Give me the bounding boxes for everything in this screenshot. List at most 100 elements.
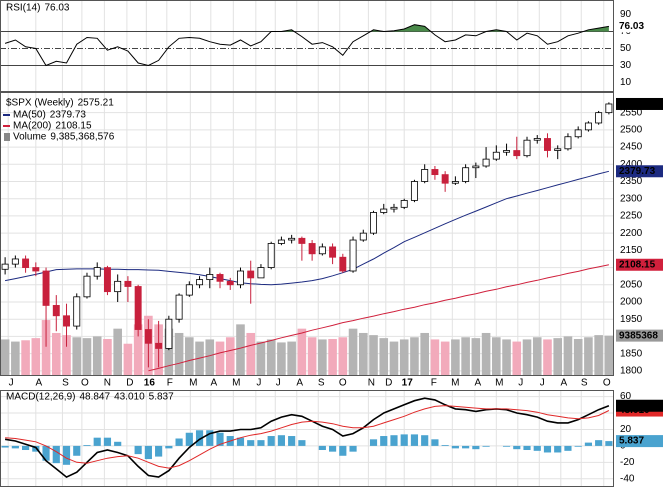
candle-body	[206, 274, 214, 281]
candle-body	[196, 279, 204, 286]
candle-body	[441, 174, 449, 184]
panel-frame	[0, 0, 614, 92]
candle-body	[329, 246, 337, 258]
candle-body	[247, 270, 255, 279]
legend-text: 5.837	[149, 392, 174, 403]
histogram-bar	[543, 445, 552, 453]
legend-text: 43.010	[114, 392, 145, 403]
volume-bar	[82, 338, 92, 376]
legend-text: 9,385,368,576	[50, 132, 114, 143]
volume-bar	[461, 337, 470, 376]
y-tick-label: 2450	[620, 142, 643, 153]
legend-text: 2379.73	[50, 110, 87, 121]
legend-text: MA(50)	[13, 110, 46, 121]
x-tick-label: O	[81, 378, 89, 389]
volume-bar	[103, 338, 112, 376]
volume-bar	[31, 338, 41, 376]
histogram-bar	[329, 445, 337, 452]
histogram-bar	[247, 440, 255, 446]
volume-value-label: 9385368	[619, 330, 658, 341]
candle-body	[482, 158, 490, 167]
histogram-bar	[165, 445, 173, 449]
histogram-bar	[482, 445, 490, 447]
histogram-bar	[574, 445, 582, 447]
histogram-bar	[339, 445, 347, 456]
volume-bar	[604, 335, 614, 376]
volume-bar	[72, 337, 82, 376]
y-tick-label: 2000	[620, 297, 643, 308]
ma200-value-label-box	[616, 258, 663, 271]
rsi-line	[4, 24, 609, 67]
volume-bar	[420, 332, 429, 376]
candle-body	[114, 280, 122, 293]
y-tick-label: 60	[620, 391, 632, 402]
candle-body	[175, 294, 183, 320]
candle-body	[11, 258, 19, 265]
candle-body	[165, 318, 173, 349]
legend-text: 2575.21	[78, 98, 115, 109]
x-tick-label: A	[35, 378, 42, 389]
volume-bar	[277, 342, 286, 376]
volume-bar	[553, 338, 563, 376]
panel-frame	[0, 390, 614, 487]
hist-value-label-box	[616, 435, 663, 448]
volume-bar	[594, 335, 603, 376]
volume-bar	[563, 336, 573, 376]
candle-body	[380, 208, 388, 213]
candle-body	[237, 270, 244, 286]
x-tick-label: 17	[402, 378, 414, 389]
histogram-bar	[472, 445, 480, 450]
candle-body	[52, 305, 60, 317]
y-tick-label: 10	[620, 77, 632, 88]
volume-bar	[502, 339, 511, 376]
y-tick-label: 30	[620, 60, 632, 71]
x-tick-label: D	[126, 378, 133, 389]
volume-bar	[185, 337, 194, 376]
candle-body	[308, 243, 316, 255]
histogram-bar	[421, 435, 429, 446]
candle-body	[22, 258, 30, 268]
candle-body	[400, 200, 408, 208]
histogram-bar	[380, 436, 388, 446]
volume-bar	[174, 332, 184, 376]
volume-bar	[307, 337, 317, 376]
histogram-bar	[1, 445, 9, 448]
candle-body	[134, 286, 142, 330]
histogram-bar	[114, 441, 122, 446]
histogram-bar	[175, 438, 183, 446]
volume-bar	[451, 339, 460, 376]
candle-body	[349, 239, 357, 272]
volume-bar	[205, 339, 215, 376]
volume-bar	[318, 339, 327, 376]
panel-frame	[0, 92, 614, 376]
price-value-label-box	[616, 97, 663, 110]
ma200-value-label: 2108.15	[619, 259, 656, 270]
histogram-bar	[441, 445, 449, 446]
volume-bar	[92, 336, 102, 376]
x-tick-label: J	[540, 378, 545, 389]
volume-bar	[133, 324, 143, 376]
x-tick-label: J	[9, 378, 14, 389]
x-tick-label: J	[518, 378, 523, 389]
candle-body	[267, 243, 275, 268]
volume-value-label-box	[616, 329, 663, 342]
legend-swatch	[4, 133, 10, 141]
volume-bar	[532, 337, 542, 376]
x-tick-label: A	[210, 378, 217, 389]
volume-bar	[21, 340, 30, 376]
candle-body	[226, 280, 234, 286]
volume-bar	[481, 332, 491, 376]
y-tick-label: 90	[620, 9, 632, 20]
legend-text: Volume	[13, 132, 47, 143]
candle-body	[503, 150, 511, 153]
macd-line	[4, 397, 610, 479]
candle-body	[318, 246, 326, 255]
histogram-bar	[369, 439, 378, 446]
volume-bar	[266, 339, 276, 376]
candle-body	[595, 112, 603, 124]
x-tick-label: S	[62, 378, 69, 389]
volume-bar	[358, 332, 368, 376]
x-tick-label: J	[256, 378, 261, 389]
histogram-bar	[185, 432, 193, 446]
